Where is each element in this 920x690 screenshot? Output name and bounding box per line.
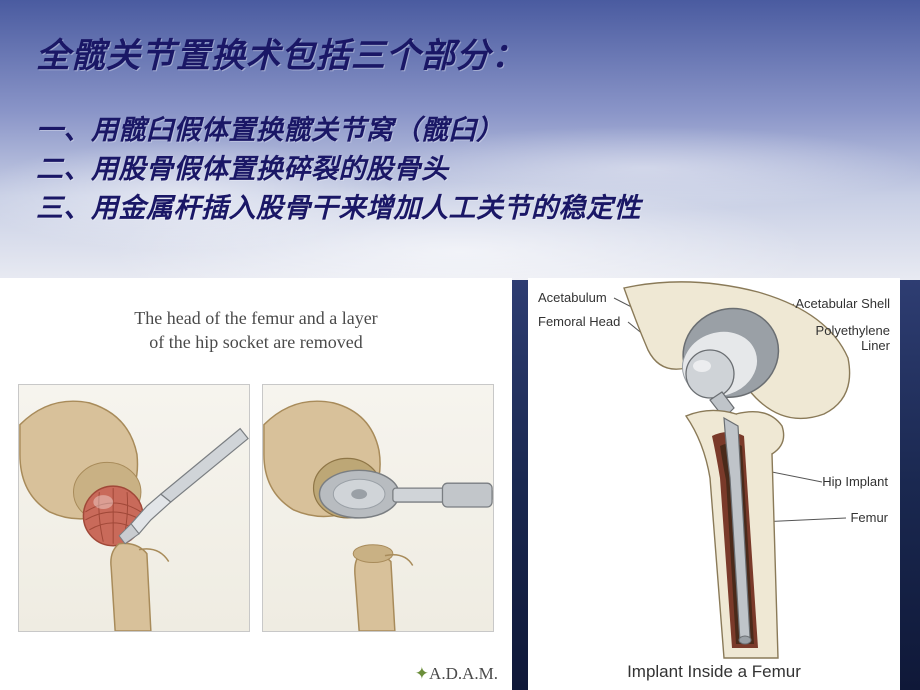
label-acetabulum: Acetabulum bbox=[538, 290, 607, 305]
text-content: 全髋关节置换术包括三个部分： 一、用髋臼假体置换髋关节窝（髋臼） 二、用股骨假体… bbox=[0, 0, 920, 238]
left-caption-line2: of the hip socket are removed bbox=[149, 332, 362, 352]
label-poly-liner-l1: Polyethylene bbox=[816, 323, 890, 338]
list-item-2: 二、用股骨假体置换碎裂的股骨头 bbox=[36, 150, 884, 189]
adam-watermark: ✦A.D.A.M. bbox=[415, 664, 498, 684]
label-femur: Femur bbox=[850, 510, 888, 525]
right-caption: Implant Inside a Femur bbox=[528, 662, 900, 682]
leaf-icon: ✦ bbox=[415, 664, 429, 683]
list-item-1: 一、用髋臼假体置换髋关节窝（髋臼） bbox=[36, 111, 884, 150]
left-diagram: The head of the femur and a layer of the… bbox=[0, 278, 512, 690]
label-femoral-head: Femoral Head bbox=[538, 314, 620, 329]
left-caption: The head of the femur and a layer of the… bbox=[0, 306, 512, 355]
label-acetabular-shell: Acetabular Shell bbox=[795, 296, 890, 311]
left-caption-line1: The head of the femur and a layer bbox=[134, 308, 377, 328]
label-poly-liner-l2: Liner bbox=[861, 338, 890, 353]
slide-title: 全髋关节置换术包括三个部分： bbox=[36, 28, 884, 77]
right-diagram: Acetabulum Femoral Head Acetabular Shell… bbox=[528, 278, 900, 690]
list-item-3: 三、用金属杆插入股骨干来增加人工关节的稳定性 bbox=[36, 189, 884, 228]
images-row: The head of the femur and a layer of the… bbox=[0, 278, 920, 690]
panel-femoral-head-removal bbox=[18, 384, 250, 632]
label-hip-implant: Hip Implant bbox=[822, 474, 888, 489]
left-panels bbox=[18, 384, 494, 632]
panel-acetabular-reaming bbox=[262, 384, 494, 632]
